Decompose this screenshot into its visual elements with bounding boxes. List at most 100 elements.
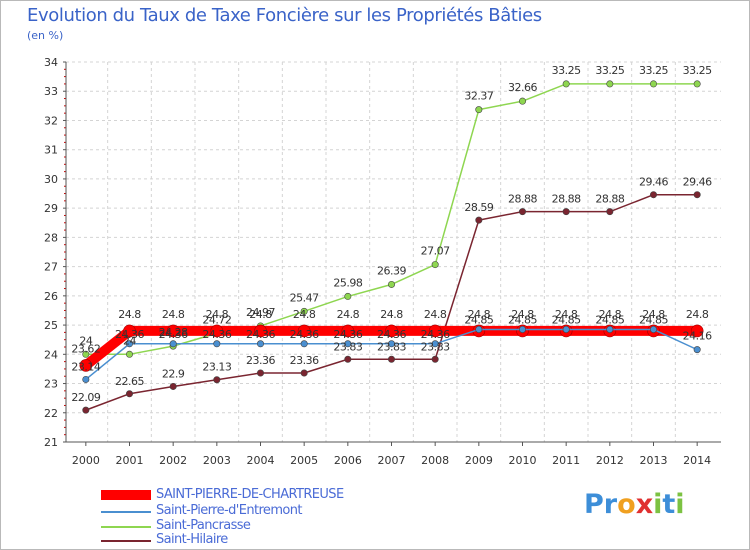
y-tick-label: 31	[44, 144, 58, 157]
chart-title: Evolution du Taux de Taxe Foncière sur l…	[27, 5, 542, 26]
data-label: 24.8	[162, 308, 185, 321]
data-point	[475, 325, 483, 333]
data-label: 24.36	[246, 328, 275, 341]
data-point	[344, 355, 352, 363]
data-label: 33.25	[639, 64, 668, 77]
data-label: 23.36	[290, 354, 319, 367]
data-label: 26.39	[377, 264, 406, 277]
data-point	[344, 340, 352, 348]
logo-letter: i	[675, 489, 685, 520]
data-label: 24.8	[337, 308, 360, 321]
data-label: 27.07	[421, 245, 450, 258]
data-point	[300, 369, 308, 377]
x-tick-label: 2000	[72, 454, 100, 467]
y-tick-label: 26	[44, 290, 58, 303]
data-point	[475, 216, 483, 224]
logo-letter: r	[603, 489, 618, 520]
data-point	[166, 324, 180, 338]
data-point	[297, 324, 311, 338]
x-tick-label: 2003	[203, 454, 231, 467]
data-label: 28.88	[508, 193, 537, 206]
data-point	[126, 390, 134, 398]
data-label: 23.13	[202, 361, 231, 374]
data-point	[213, 340, 221, 348]
y-tick-label: 28	[44, 231, 58, 244]
data-point	[344, 292, 352, 300]
x-tick-label: 2010	[509, 454, 537, 467]
y-tick-label: 21	[44, 436, 58, 449]
data-point	[690, 324, 704, 338]
data-point	[431, 355, 439, 363]
data-point	[606, 325, 614, 333]
data-label: 24.8	[555, 308, 578, 321]
data-point	[606, 80, 614, 88]
data-label: 24	[123, 334, 136, 347]
y-tick-label: 32	[44, 114, 58, 127]
data-label: 28.88	[552, 193, 581, 206]
x-tick-label: 2005	[290, 454, 318, 467]
data-point	[169, 340, 177, 348]
y-tick-label: 25	[44, 319, 58, 332]
y-tick-label: 24	[44, 348, 58, 361]
x-tick-label: 2006	[334, 454, 362, 467]
data-point	[300, 307, 308, 315]
legend-label: Saint-Hilaire	[156, 532, 228, 547]
data-point	[649, 191, 657, 199]
y-tick-label: 33	[44, 85, 58, 98]
data-point	[213, 376, 221, 384]
data-point	[341, 324, 355, 338]
logo-letter: t	[662, 489, 676, 520]
data-point	[562, 325, 570, 333]
data-label: 24.36	[421, 328, 450, 341]
proxiti-logo: Proxiti	[584, 489, 685, 520]
data-label: 24.28	[159, 326, 188, 339]
data-point	[256, 369, 264, 377]
data-point	[169, 382, 177, 390]
data-label: 22.09	[71, 391, 100, 404]
data-point	[693, 80, 701, 88]
data-label: 23.83	[421, 340, 450, 353]
legend-label: Saint-Pancrasse	[156, 518, 251, 533]
plot-area	[66, 62, 721, 442]
data-label: 24.8	[118, 308, 141, 321]
data-label: 24.16	[683, 330, 712, 343]
logo-letter: i	[653, 489, 663, 520]
data-label: 24.85	[639, 313, 668, 326]
x-tick-label: 2001	[116, 454, 144, 467]
data-point	[518, 208, 526, 216]
data-label: 33.25	[683, 64, 712, 77]
legend-swatch	[101, 490, 151, 500]
data-label: 24	[79, 334, 92, 347]
data-label: 25.98	[333, 276, 362, 289]
data-label: 23.62	[71, 342, 100, 355]
y-tick-label: 27	[44, 261, 58, 274]
y-tick-label: 30	[44, 173, 58, 186]
data-label: 24.8	[511, 308, 534, 321]
y-tick-label: 34	[44, 56, 58, 69]
data-label: 23.36	[246, 354, 275, 367]
data-label: 24.85	[552, 313, 581, 326]
data-point	[210, 324, 224, 338]
data-label: 24.85	[508, 313, 537, 326]
data-point	[649, 80, 657, 88]
data-label: 23.83	[377, 340, 406, 353]
x-tick-label: 2012	[596, 454, 624, 467]
x-tick-label: 2014	[683, 454, 711, 467]
data-point	[300, 340, 308, 348]
data-label: 23.14	[71, 360, 100, 373]
data-label: 23.83	[333, 340, 362, 353]
data-label: 22.9	[162, 367, 185, 380]
data-point	[79, 359, 93, 372]
x-tick-label: 2004	[247, 454, 275, 467]
data-label: 29.46	[639, 176, 668, 189]
data-label: 24.36	[290, 328, 319, 341]
data-point	[82, 350, 90, 358]
y-tick-label: 23	[44, 378, 58, 391]
data-point	[254, 324, 267, 338]
data-label: 24.36	[333, 328, 362, 341]
data-point	[428, 324, 442, 338]
logo-letter: P	[584, 489, 604, 520]
data-point	[126, 340, 134, 348]
